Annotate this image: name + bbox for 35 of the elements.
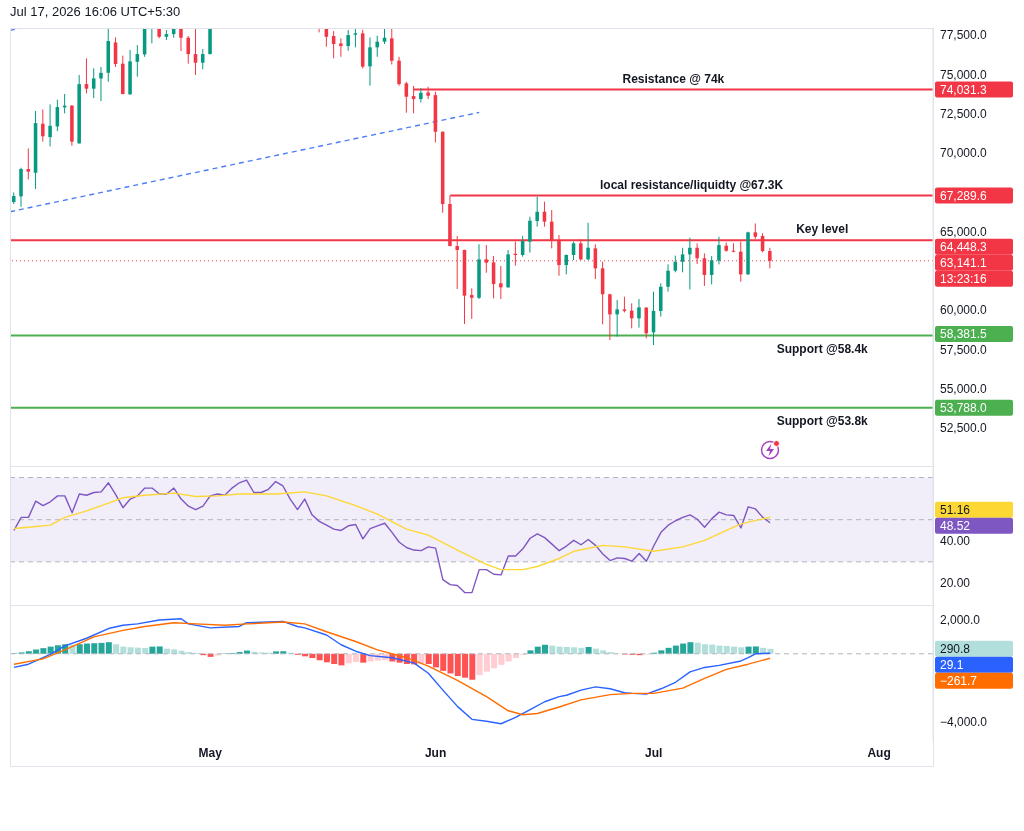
- ref-line-label: Support @58.4k: [776, 341, 869, 356]
- annotation: 290.8: [940, 642, 971, 657]
- annotation: 58,381.5: [940, 327, 988, 342]
- annotation: 63,141.1: [940, 256, 988, 271]
- data-label: 67,289.6: [940, 188, 988, 203]
- x-tick-label: Jul: [645, 745, 663, 760]
- x-tick-label: Aug: [867, 745, 891, 760]
- data-label: 74,031.3: [940, 82, 988, 97]
- y-tick-label: 55,000.0: [940, 382, 988, 397]
- y-tick-label: 70,000.0: [940, 146, 988, 161]
- y-tick-label: 40.00: [940, 534, 971, 549]
- y-tick-label: 52,500.0: [940, 421, 988, 436]
- annotation: 13:23:16: [940, 272, 988, 287]
- y-tick-label: 72,500.0: [940, 106, 988, 121]
- x-tick-label: Jun: [424, 745, 447, 760]
- text: Jul 17, 2026 16:06 UTC+5:30: [10, 4, 181, 19]
- y-tick-label: 77,500.0: [940, 28, 988, 43]
- series-label: Resistance @ 74k: [622, 71, 725, 86]
- y-tick-label: 2,000.0: [940, 612, 981, 627]
- y-tick-label: 75,000.0: [940, 67, 988, 82]
- y-tick-label: 57,500.0: [940, 342, 988, 357]
- annotation: 29.1: [940, 658, 964, 673]
- annotation: 48.52: [940, 519, 971, 534]
- ref-line-label: Key level: [796, 222, 849, 237]
- annotation: 53,788.0: [940, 401, 988, 416]
- annotation: 64,448.3: [940, 240, 988, 255]
- y-tick-label: 60,000.0: [940, 303, 988, 318]
- annotation: −261.7: [940, 674, 978, 689]
- x-tick-label: May: [198, 745, 223, 760]
- y-tick-label: 65,000.0: [940, 224, 988, 239]
- annotation: 51.16: [940, 503, 971, 518]
- y-tick-label: 20.00: [940, 576, 971, 591]
- series-label: local resistance/liquidty @67.3K: [600, 177, 784, 192]
- ref-line-label: Support @53.8k: [776, 413, 869, 428]
- y-tick-label: −4,000.0: [940, 715, 988, 730]
